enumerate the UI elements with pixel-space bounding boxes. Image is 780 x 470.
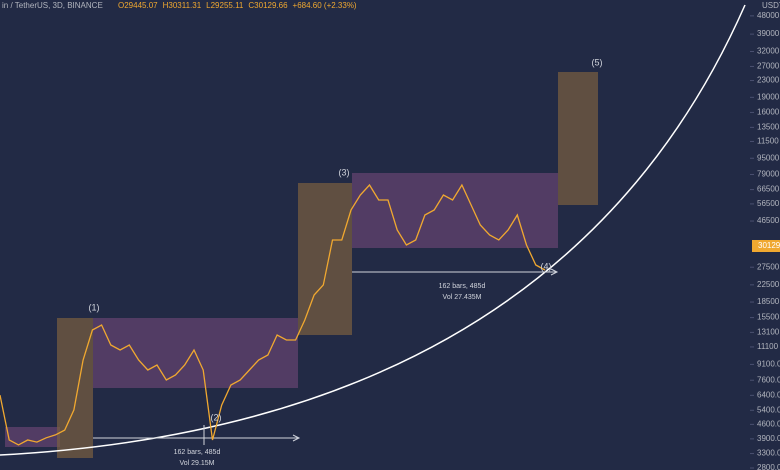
ohlc-value: C30129.66 [248, 1, 288, 10]
move-box [298, 183, 352, 335]
move-box [57, 318, 93, 458]
y-tick-label: 2800.0 [757, 463, 780, 470]
range-box [5, 427, 60, 447]
price-line [0, 183, 546, 446]
y-tick-label: 16000 [757, 108, 780, 117]
y-tick-label: 9100.0 [757, 360, 780, 369]
annotation: (5) [592, 57, 603, 67]
y-tick-label: 11100 [757, 342, 779, 351]
annotation: 162 bars, 485d [174, 449, 221, 456]
y-tick-label: 5400.0 [757, 405, 780, 414]
y-tick-label: 48000 [757, 11, 780, 20]
y-tick-label: 27000 [757, 62, 780, 71]
y-tick-label: 22500 [757, 280, 780, 289]
y-tick-label: 13100 [757, 327, 780, 336]
ohlc-value: +684.60 (+2.33%) [293, 1, 357, 10]
y-tick-label: 18500 [757, 297, 780, 306]
y-tick-label: 56500 [757, 199, 780, 208]
annotation: (2) [211, 412, 222, 422]
annotation: 162 bars, 485d [439, 283, 486, 290]
move-box [558, 72, 598, 205]
chart-title: in / TetherUS, 3D, BINANCE [2, 1, 103, 10]
y-tick-label: 95000 [757, 153, 780, 162]
y-tick-label: 27500 [757, 262, 780, 271]
ohlc-value: H30311.31 [163, 1, 202, 10]
annotation: (4) [541, 261, 552, 271]
y-tick-label: 46500 [757, 216, 780, 225]
ohlc-value: O29445.07 [118, 1, 158, 10]
y-tick-label: 11500 [757, 137, 779, 146]
y-axis-label: USDT [762, 1, 780, 10]
y-tick-label: 13500 [757, 122, 780, 131]
y-tick-label: 19000 [757, 92, 780, 101]
annotation: (3) [339, 167, 350, 177]
y-tick-label: 79000 [757, 170, 780, 179]
range-box [352, 173, 558, 248]
y-tick-label: 23000 [757, 76, 780, 85]
annotation: Vol 27.435M [443, 294, 482, 301]
price-badge [752, 240, 780, 252]
ohlc-value: L29255.11 [206, 1, 244, 10]
range-arrows [93, 268, 559, 445]
last-price: 30129 [758, 241, 780, 250]
y-tick-label: 3300.0 [757, 449, 780, 458]
y-tick-label: 3900.0 [757, 434, 780, 443]
y-tick-label: 39000 [757, 29, 780, 38]
y-tick-label: 15500 [757, 313, 780, 322]
annotation: (1) [89, 302, 100, 312]
plot [0, 183, 546, 446]
y-tick-label: 6400.0 [757, 390, 780, 399]
y-tick-label: 32000 [757, 47, 780, 56]
y-tick-label: 7600.0 [757, 375, 780, 384]
y-tick-label: 66500 [757, 185, 780, 194]
y-tick-label: 4600.0 [757, 419, 780, 428]
annotation: Vol 29.15M [179, 460, 214, 467]
